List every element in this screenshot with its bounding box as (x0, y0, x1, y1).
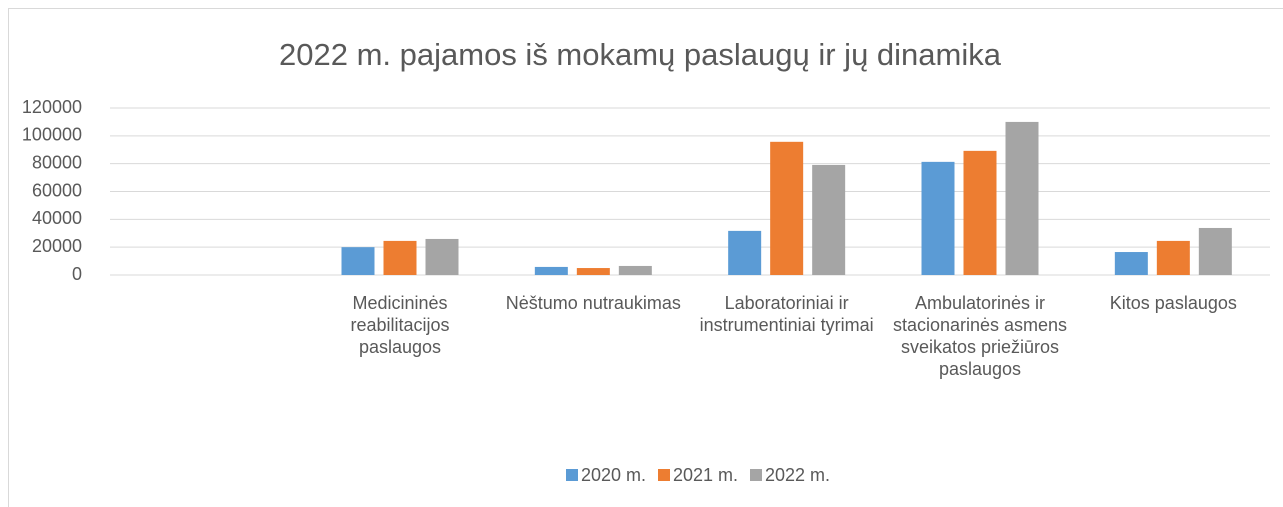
y-tick-label: 0 (72, 264, 82, 284)
y-tick-label: 20000 (32, 236, 82, 256)
bar (341, 247, 375, 275)
legend-swatch (658, 469, 670, 481)
y-tick-label: 60000 (32, 180, 82, 200)
x-tick-label: Kitos paslaugos (1109, 293, 1237, 313)
legend-label: 2021 m. (673, 465, 738, 485)
bar (1156, 240, 1190, 275)
bar (1005, 121, 1039, 276)
bar (921, 161, 955, 275)
legend-label: 2020 m. (581, 465, 646, 485)
y-tick-label: 80000 (32, 152, 82, 172)
legend-swatch (566, 469, 578, 481)
bar (963, 150, 997, 275)
bar (1114, 252, 1148, 275)
x-tick-label: Ambulatorinės ir stacionarinės asmens sv… (892, 293, 1068, 379)
legend-swatch (750, 469, 762, 481)
y-tick-label: 40000 (32, 208, 82, 228)
y-tick-label: 100000 (22, 125, 82, 145)
bar (1198, 227, 1232, 275)
chart-title: 2022 m. pajamos iš mokamų paslaugų ir jų… (279, 37, 1002, 72)
bar (728, 230, 762, 275)
x-tick-label: Nėštumo nutraukimas (505, 293, 681, 313)
x-tick-label: Laboratoriniai ir instrumentiniai tyrima… (699, 293, 874, 335)
bar (425, 238, 459, 275)
bar (576, 268, 610, 275)
legend-label: 2022 m. (765, 465, 830, 485)
bar (770, 141, 804, 275)
bar (812, 164, 846, 275)
y-tick-label: 120000 (22, 97, 82, 117)
bar (534, 266, 568, 275)
bar (383, 240, 417, 275)
bar (618, 265, 652, 275)
x-tick-label: Medicininės reabilitacijos paslaugos (350, 293, 450, 357)
chart-frame (8, 8, 1283, 507)
